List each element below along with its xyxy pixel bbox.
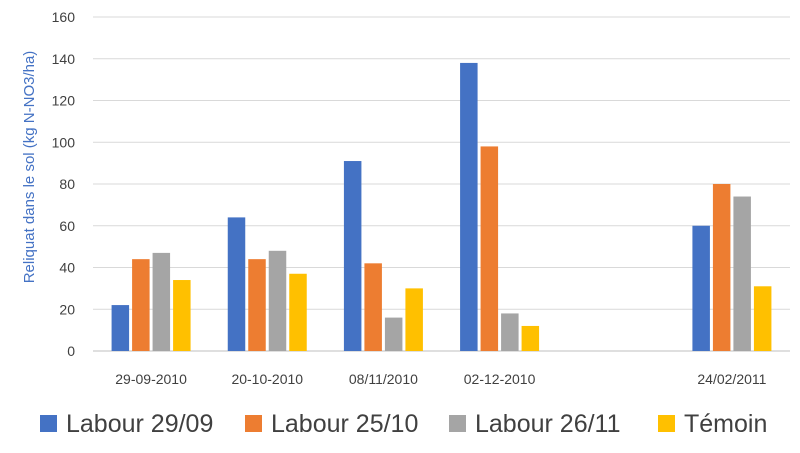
bar-3-6 [733,196,751,351]
bar-1-6 [692,225,710,351]
bar-3-4 [501,313,519,351]
x-tick-label: 24/02/2011 [697,371,766,387]
gridlines [93,16,790,352]
bar-4-3 [405,288,423,351]
bar-4-6 [753,286,772,351]
bar-3-3 [384,317,403,351]
legend-item: Labour 25/10 [245,410,418,438]
legend-label: Labour 29/09 [66,410,213,438]
legend: Labour 29/09 Labour 25/10 Labour 26/11 Témo… [40,410,767,438]
bar-4-2 [289,273,307,351]
legend-swatch [449,415,466,432]
x-tick-label: 08/11/2010 [349,371,418,387]
x-tick-label: 29-09-2010 [115,371,187,387]
y-tick-label: 140 [52,51,76,67]
y-tick-label: 120 [52,93,76,109]
bar-2-4 [480,146,499,351]
y-tick-label: 100 [52,134,76,150]
x-axis-ticks: 29-09-2010 20-10-2010 08/11/2010 02-12-2010… [115,371,766,387]
bar-1-1 [111,305,130,351]
x-tick-label: 20-10-2010 [231,371,303,387]
legend-item: Témoin [658,410,767,438]
legend-swatch [245,415,262,432]
legend-label: Labour 25/10 [271,410,418,438]
y-tick-label: 20 [59,301,75,317]
legend-label: Témoin [684,410,767,438]
bar-1-4 [460,62,478,352]
legend-label: Labour 26/11 [475,410,621,438]
bar-2-1 [132,259,150,351]
bar-4-4 [521,325,540,351]
y-axis-label: Reliquat dans le sol (kg N-NO3/ha) [21,51,38,284]
bar-2-3 [364,263,382,351]
y-tick-label: 0 [67,343,75,359]
legend-item: Labour 26/11 [449,410,621,438]
y-axis-ticks: 0 20 40 60 80 100 120 140 160 [52,9,76,359]
y-tick-label: 40 [59,260,75,276]
y-tick-label: 80 [59,176,75,192]
legend-swatch [40,415,57,432]
legend-swatch [658,415,675,432]
bar-1-2 [227,217,246,351]
bar-3-1 [152,252,171,351]
bars [111,62,772,352]
bar-3-2 [268,250,287,351]
x-tick-label: 02-12-2010 [464,371,536,387]
bar-4-1 [173,280,191,351]
bar-2-6 [712,184,731,351]
y-tick-label: 60 [59,218,75,234]
bar-2-2 [248,259,266,351]
bar-1-3 [343,161,362,351]
y-tick-label: 160 [52,9,76,25]
legend-item: Labour 29/09 [40,410,213,438]
